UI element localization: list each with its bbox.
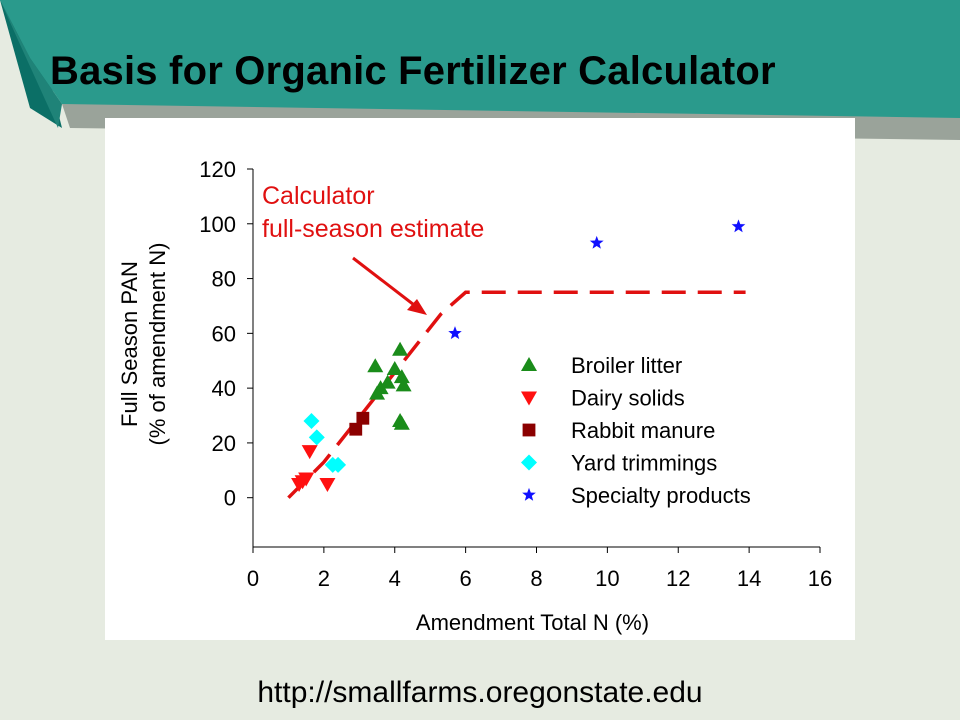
legend-label: Broiler litter: [571, 353, 682, 378]
legend-marker: [520, 486, 538, 503]
y-tick-label: 100: [199, 212, 236, 237]
x-tick-label: 8: [530, 566, 542, 591]
legend-label: Rabbit manure: [571, 418, 715, 443]
annotation-line1: Calculator: [262, 182, 375, 210]
estimate-line: [287, 290, 746, 499]
y-tick-label: 0: [224, 486, 236, 511]
data-point-broiler-litter: [393, 415, 410, 430]
y-tick-label: 40: [212, 376, 236, 401]
data-point-yard-trimmings: [308, 429, 325, 446]
slide-decoration: [0, 0, 960, 140]
data-point-broiler-litter: [395, 377, 412, 392]
data-point-broiler-litter: [393, 369, 410, 384]
legend-marker: [521, 357, 537, 371]
annotation-arrowhead: [407, 299, 427, 315]
data-point-specialty-products: [730, 217, 747, 234]
x-tick-label: 4: [389, 566, 401, 591]
x-tick-label: 0: [247, 566, 259, 591]
data-point-rabbit-manure: [356, 411, 370, 425]
data-point-yard-trimmings: [330, 456, 347, 473]
y-tick-label: 60: [212, 321, 236, 346]
data-point-dairy-solids: [298, 472, 315, 487]
data-point-broiler-litter: [379, 374, 396, 389]
x-tick-label: 16: [808, 566, 832, 591]
banner-left-fold: [0, 0, 62, 128]
data-point-specialty-products: [446, 324, 464, 341]
data-point-broiler-litter: [392, 341, 409, 356]
data-point-specialty-products: [588, 234, 606, 251]
x-tick-label: 6: [460, 566, 472, 591]
x-tick-label: 2: [318, 566, 330, 591]
legend-marker: [521, 454, 537, 471]
data-point-broiler-litter: [367, 358, 384, 373]
y-tick-label: 120: [199, 157, 236, 182]
legend-marker: [522, 423, 536, 437]
y-tick-label: 80: [212, 267, 236, 292]
chart-panel: 0 2 4 6 8 10 12 14 16 0 20 40 60 80 100 120 Amendment To…: [105, 118, 855, 640]
legend-label: Specialty products: [571, 483, 751, 508]
x-tick-label: 10: [595, 566, 619, 591]
slide-title: Basis for Organic Fertilizer Calculator: [50, 49, 776, 93]
footer-url: http://smallfarms.oregonstate.edu: [257, 676, 703, 709]
data-point-yard-trimmings: [303, 413, 320, 429]
x-axis-title: Amendment Total N (%): [416, 610, 649, 635]
x-tick-label: 14: [737, 566, 761, 591]
legend-label: Yard trimmings: [571, 451, 717, 476]
data-point-dairy-solids: [319, 478, 336, 492]
teal-banner: [0, 0, 960, 118]
y-axis-title-units: (% of amendment N): [145, 243, 170, 446]
annotation-arrow-shaft: [352, 256, 419, 310]
data-point-rabbit-manure: [349, 422, 363, 436]
x-tick-label: 12: [666, 566, 690, 591]
y-tick-label: 20: [212, 431, 236, 456]
legend-marker: [521, 391, 537, 406]
y-axis-title: Full Season PAN: [117, 261, 142, 427]
data-point-broiler-litter: [386, 360, 403, 375]
legend-label: Dairy solids: [571, 386, 685, 411]
chart: 0 2 4 6 8 10 12 14 16 0 20 40 60 80 100 120 Amendment To…: [117, 157, 832, 635]
data-point-dairy-solids: [301, 445, 318, 460]
annotation-line2: full-season estimate: [262, 215, 484, 243]
